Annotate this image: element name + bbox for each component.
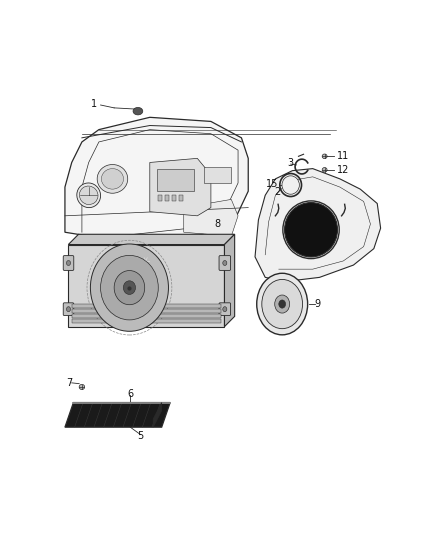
- Circle shape: [124, 256, 131, 265]
- FancyBboxPatch shape: [63, 303, 74, 316]
- Polygon shape: [65, 402, 170, 427]
- Polygon shape: [68, 235, 235, 245]
- FancyBboxPatch shape: [219, 303, 230, 316]
- Bar: [68, 245, 224, 327]
- Bar: [72, 304, 221, 308]
- Circle shape: [275, 295, 290, 313]
- Text: 2: 2: [274, 187, 280, 197]
- Bar: [204, 166, 231, 183]
- Circle shape: [67, 261, 71, 265]
- Text: 11: 11: [337, 151, 350, 161]
- Bar: [172, 195, 176, 201]
- Text: 8: 8: [215, 219, 221, 229]
- Text: 5: 5: [138, 431, 144, 441]
- Text: 13: 13: [122, 246, 134, 256]
- FancyBboxPatch shape: [219, 256, 230, 270]
- Ellipse shape: [285, 203, 338, 257]
- Ellipse shape: [79, 384, 85, 390]
- Polygon shape: [65, 117, 248, 240]
- Text: 6: 6: [127, 389, 133, 399]
- Text: 15: 15: [266, 179, 278, 189]
- Ellipse shape: [77, 183, 101, 208]
- Polygon shape: [224, 235, 235, 327]
- Text: 10: 10: [101, 246, 113, 256]
- Bar: [104, 257, 111, 265]
- Circle shape: [142, 256, 149, 265]
- Ellipse shape: [282, 176, 299, 194]
- Bar: [72, 319, 221, 322]
- Ellipse shape: [79, 186, 98, 205]
- Ellipse shape: [124, 281, 135, 294]
- Bar: [156, 168, 194, 191]
- Ellipse shape: [101, 255, 158, 320]
- Ellipse shape: [90, 244, 169, 332]
- Ellipse shape: [102, 168, 124, 189]
- Text: 9: 9: [315, 299, 321, 309]
- Text: 7: 7: [66, 378, 72, 388]
- Text: 14: 14: [140, 246, 152, 256]
- Circle shape: [223, 261, 227, 265]
- Circle shape: [262, 279, 303, 329]
- Text: 4: 4: [270, 274, 276, 285]
- Bar: [165, 195, 169, 201]
- Bar: [72, 314, 221, 318]
- Circle shape: [223, 306, 227, 312]
- Polygon shape: [184, 199, 238, 236]
- Bar: [72, 309, 221, 313]
- Bar: [158, 195, 162, 201]
- Circle shape: [67, 306, 71, 312]
- Polygon shape: [153, 402, 162, 427]
- Text: 1: 1: [91, 99, 97, 109]
- Text: 12: 12: [337, 165, 350, 175]
- Ellipse shape: [97, 165, 128, 193]
- Ellipse shape: [322, 154, 327, 159]
- Ellipse shape: [322, 167, 327, 172]
- Circle shape: [257, 273, 307, 335]
- Ellipse shape: [133, 108, 143, 115]
- Circle shape: [279, 300, 286, 308]
- FancyBboxPatch shape: [63, 256, 74, 270]
- Bar: [179, 195, 183, 201]
- Text: 3: 3: [288, 158, 294, 168]
- Polygon shape: [255, 168, 381, 281]
- Ellipse shape: [114, 271, 145, 305]
- Polygon shape: [150, 158, 211, 216]
